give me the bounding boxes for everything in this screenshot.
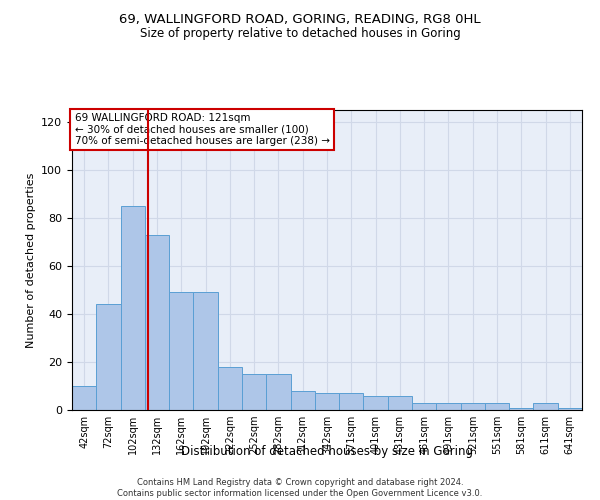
Bar	[436, 403, 461, 410]
Bar	[461, 403, 485, 410]
Text: Distribution of detached houses by size in Goring: Distribution of detached houses by size …	[181, 444, 473, 458]
Bar	[509, 408, 533, 410]
Y-axis label: Number of detached properties: Number of detached properties	[26, 172, 35, 348]
Bar	[315, 393, 339, 410]
Bar	[121, 206, 145, 410]
Bar	[558, 408, 582, 410]
Text: 69 WALLINGFORD ROAD: 121sqm
← 30% of detached houses are smaller (100)
70% of se: 69 WALLINGFORD ROAD: 121sqm ← 30% of det…	[74, 113, 329, 146]
Text: 69, WALLINGFORD ROAD, GORING, READING, RG8 0HL: 69, WALLINGFORD ROAD, GORING, READING, R…	[119, 12, 481, 26]
Bar	[218, 367, 242, 410]
Bar	[266, 374, 290, 410]
Bar	[364, 396, 388, 410]
Bar	[96, 304, 121, 410]
Bar	[533, 403, 558, 410]
Bar	[193, 292, 218, 410]
Bar	[388, 396, 412, 410]
Bar	[242, 374, 266, 410]
Bar	[72, 386, 96, 410]
Text: Contains HM Land Registry data © Crown copyright and database right 2024.
Contai: Contains HM Land Registry data © Crown c…	[118, 478, 482, 498]
Bar	[290, 391, 315, 410]
Bar	[485, 403, 509, 410]
Bar	[412, 403, 436, 410]
Text: Size of property relative to detached houses in Goring: Size of property relative to detached ho…	[140, 28, 460, 40]
Bar	[145, 235, 169, 410]
Bar	[339, 393, 364, 410]
Bar	[169, 292, 193, 410]
